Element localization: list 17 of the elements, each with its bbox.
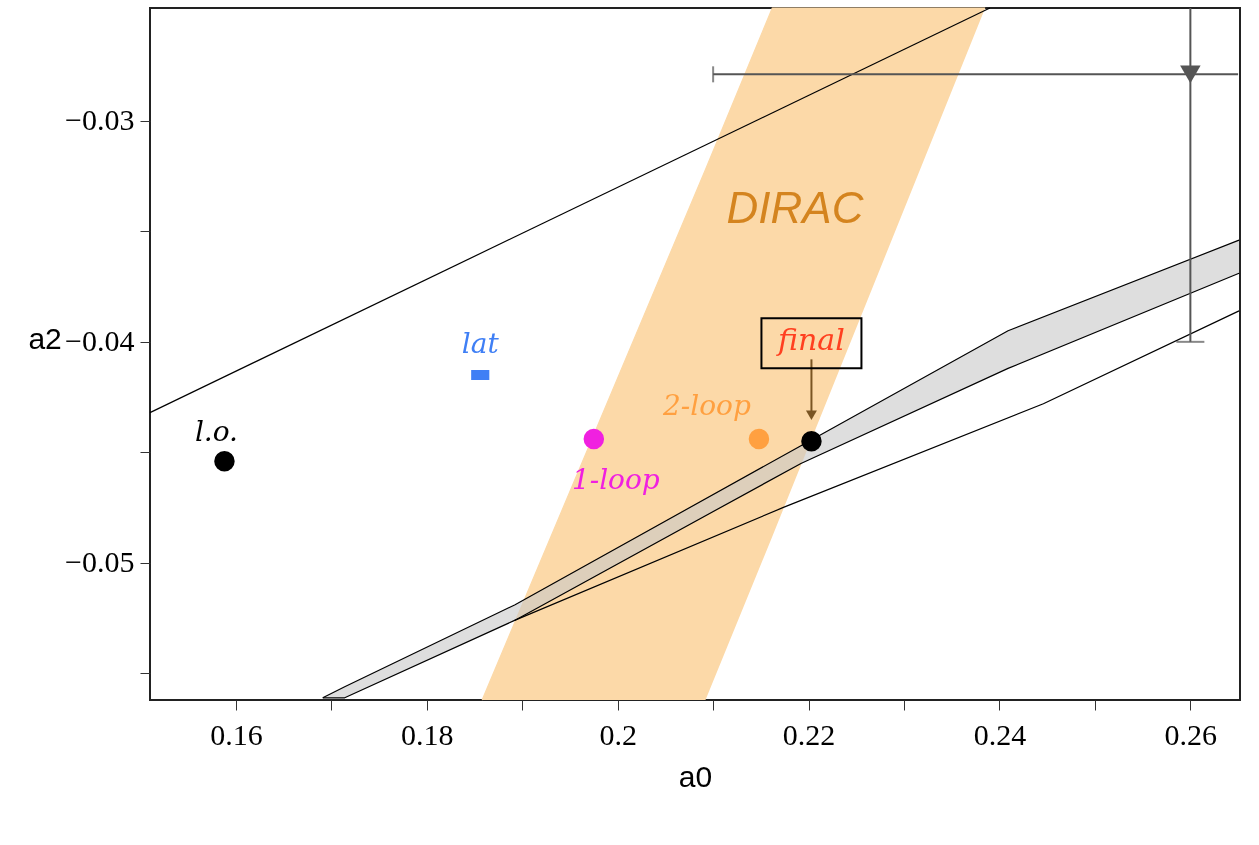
x-tick-label: 0.18 xyxy=(401,717,454,751)
series-label: 2-loop xyxy=(662,389,751,423)
y-tick-label: −0.04 xyxy=(65,324,135,358)
series-label: l.o. xyxy=(194,415,239,449)
y-axis-title: a2 xyxy=(28,321,62,355)
x-tick-label: 0.16 xyxy=(210,717,263,751)
x-tick-label: 0.26 xyxy=(1164,717,1218,751)
y-tick-label: −0.05 xyxy=(65,545,135,579)
y-tick-label: −0.03 xyxy=(65,103,135,137)
series-label: 1-loop xyxy=(571,463,660,497)
x-tick-label: 0.22 xyxy=(782,717,836,751)
series-label: lat xyxy=(461,327,500,360)
x-tick-label: 0.2 xyxy=(599,717,637,751)
annotation: final xyxy=(776,322,845,358)
x-axis-title: a0 xyxy=(678,759,713,793)
annotation: DIRAC xyxy=(726,183,865,232)
x-tick-label: 0.24 xyxy=(973,717,1027,751)
